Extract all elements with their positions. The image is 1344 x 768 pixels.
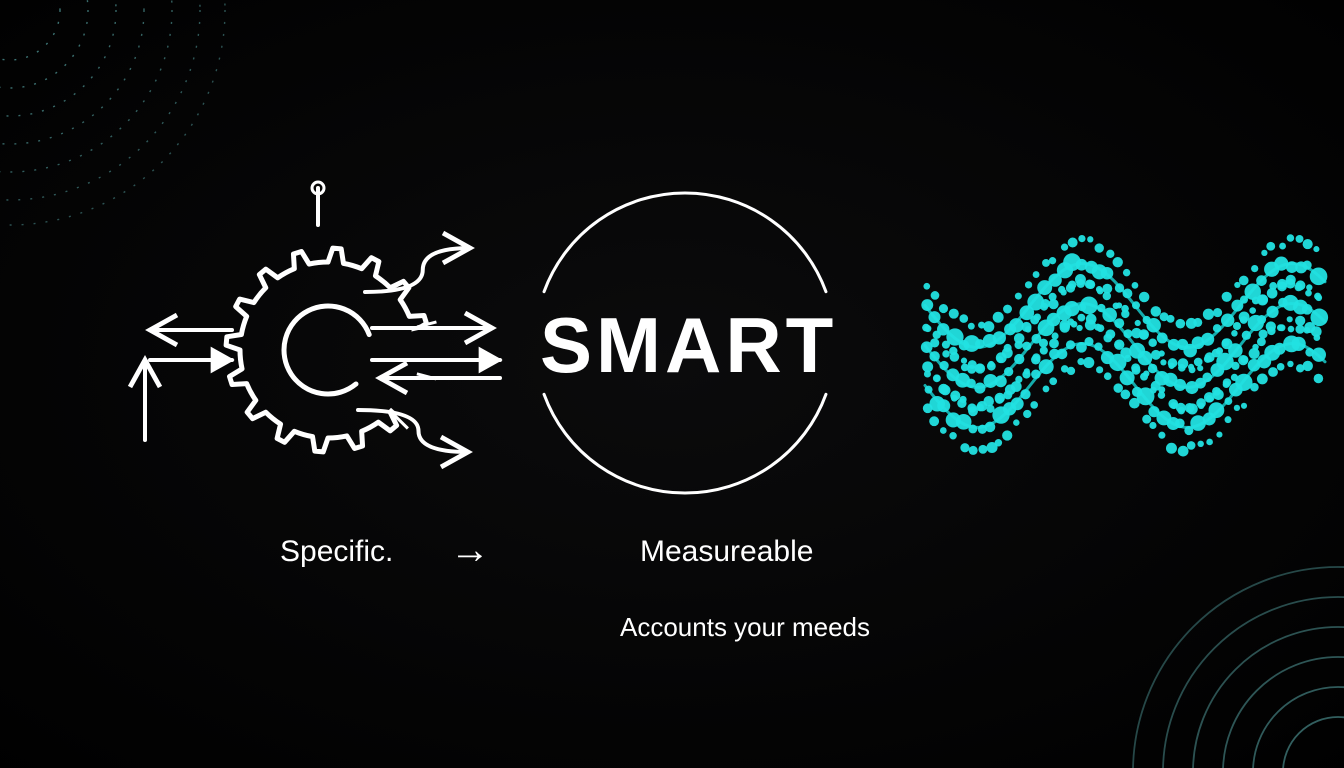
- arrow-right-icon: →: [450, 528, 490, 573]
- infographic-stage: SMART Specific. → Measureable Accounts y…: [0, 0, 1344, 768]
- label-specific: Specific.: [280, 535, 393, 569]
- smart-title: SMART: [540, 300, 837, 391]
- label-subtitle: Accounts your meeds: [620, 612, 870, 643]
- label-measurable: Measureable: [640, 535, 813, 569]
